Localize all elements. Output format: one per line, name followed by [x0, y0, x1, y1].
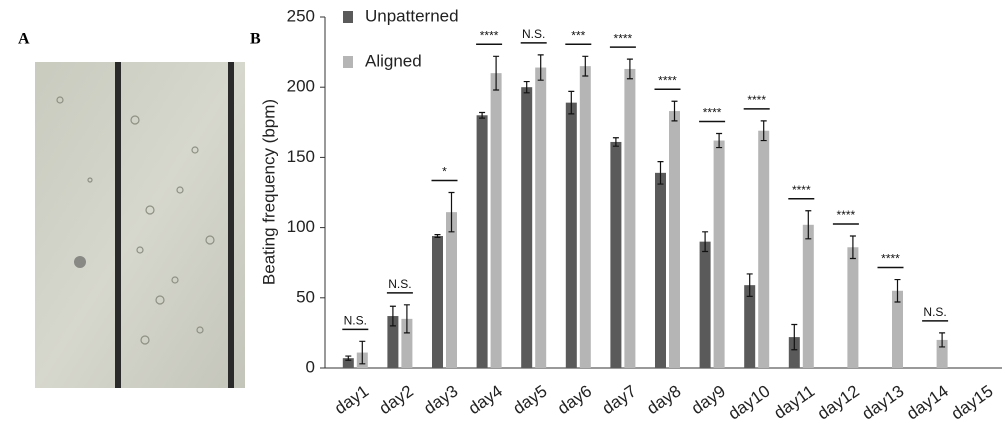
x-tick-label: day10	[725, 381, 774, 423]
x-tick-label: day13	[859, 381, 908, 423]
x-tick-label: day5	[509, 381, 550, 418]
y-tick-label: 50	[296, 287, 315, 306]
legend-label: Unpatterned	[365, 6, 459, 25]
significance-label: N.S.	[344, 313, 367, 327]
legend-swatch	[343, 56, 353, 68]
bar	[655, 173, 666, 368]
x-tick-label: day12	[814, 381, 863, 423]
x-tick-label: day7	[599, 381, 640, 418]
bar	[566, 103, 577, 368]
bar	[521, 87, 532, 368]
bar	[491, 73, 502, 368]
significance-label: ****	[881, 252, 900, 266]
x-tick-label: day14	[903, 381, 952, 423]
y-tick-label: 100	[287, 217, 315, 236]
y-tick-label: 200	[287, 77, 315, 96]
y-tick-label: 250	[287, 6, 315, 25]
significance-label: ****	[614, 31, 633, 45]
bar	[610, 142, 621, 368]
legend-swatch	[343, 11, 353, 23]
bar	[803, 225, 814, 368]
figure: A B Beating frequency (bpm) 0 50 100 150 200…	[0, 0, 1005, 434]
bar	[432, 236, 443, 368]
significance-label: ****	[792, 183, 811, 197]
y-axis-label: Beating frequency (bpm)	[259, 99, 278, 285]
panel-label: A	[18, 31, 30, 48]
bar	[477, 115, 488, 368]
legend-label: Aligned	[365, 51, 422, 70]
x-tick-label: day9	[688, 381, 729, 418]
bar	[847, 247, 858, 368]
y-tick-label: 150	[287, 147, 315, 166]
significance-label: N.S.	[522, 27, 545, 41]
micrograph	[35, 62, 245, 388]
significance-label: ****	[703, 106, 722, 120]
x-tick-label: day2	[376, 381, 417, 418]
significance-label: ***	[571, 28, 585, 42]
significance-label: ****	[480, 28, 499, 42]
bar	[758, 131, 769, 368]
bar	[700, 242, 711, 368]
bar	[744, 285, 755, 368]
x-tick-label: day3	[420, 381, 461, 418]
x-tick-label: day11	[770, 381, 818, 422]
significance-label: ****	[747, 93, 766, 107]
y-tick-label: 0	[306, 357, 315, 376]
bar	[714, 141, 725, 368]
significance-label: ****	[658, 73, 677, 87]
bar	[624, 69, 635, 368]
x-tick-label: day1	[331, 381, 372, 418]
significance-label: *	[442, 165, 447, 179]
significance-label: ****	[837, 208, 856, 222]
bar	[535, 68, 546, 368]
error-bar	[435, 235, 441, 238]
x-tick-label: day8	[643, 381, 684, 418]
x-tick-label: day4	[465, 381, 506, 418]
x-tick-label: day6	[554, 381, 595, 418]
bar	[446, 212, 457, 368]
significance-label: N.S.	[388, 277, 411, 291]
panel-label: B	[250, 31, 261, 48]
bar	[580, 66, 591, 368]
bar	[669, 111, 680, 368]
significance-label: N.S.	[923, 305, 946, 319]
x-tick-label: day15	[948, 381, 997, 423]
